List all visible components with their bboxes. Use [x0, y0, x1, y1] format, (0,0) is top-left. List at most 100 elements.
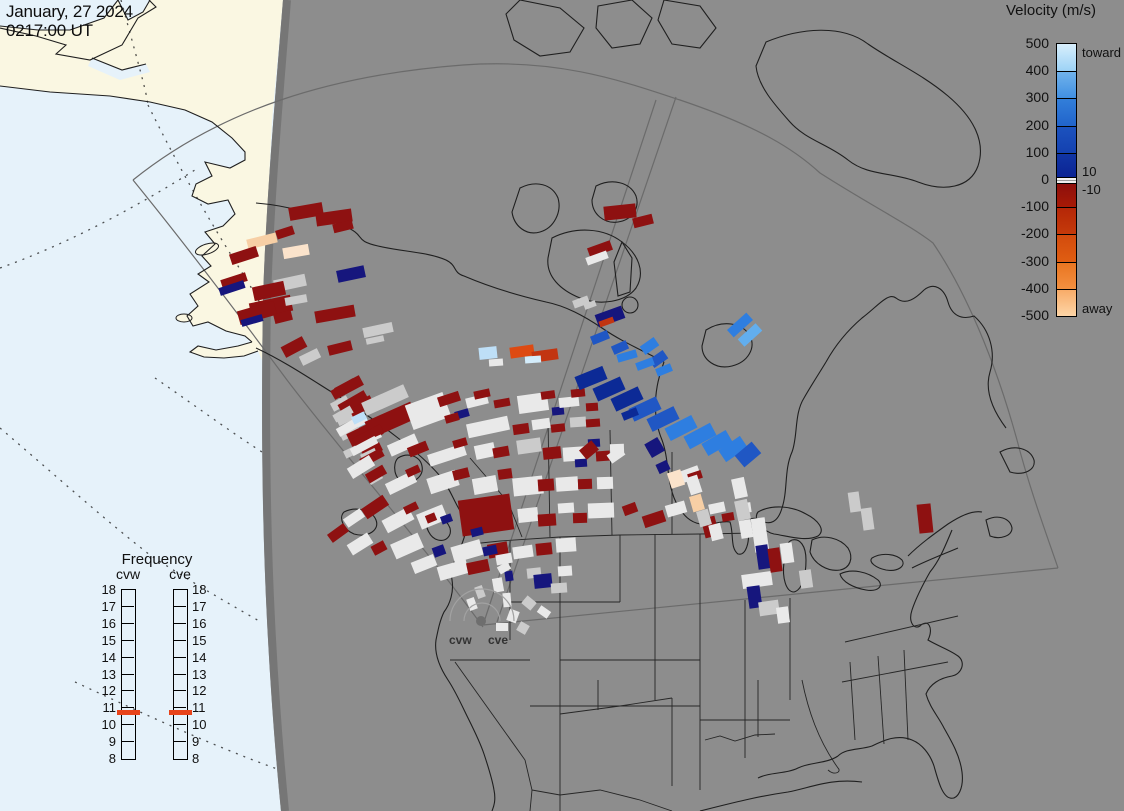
velocity-cell: [718, 435, 748, 463]
upper-threshold-label: 10: [1082, 164, 1097, 179]
radar-site-dot: [476, 616, 486, 626]
velocity-cell: [404, 464, 422, 478]
velocity-cell: [592, 376, 626, 402]
freq-rung: [121, 707, 134, 709]
velocity-cell: [218, 280, 246, 296]
near-range-arc: [463, 602, 501, 622]
night-shade: [262, 0, 1124, 811]
velocity-cell: [452, 467, 470, 481]
velocity-tick-label: -500: [1020, 307, 1049, 323]
velocity-cell: [246, 232, 278, 250]
velocity-cell: [734, 441, 762, 468]
velocity-tick-label: 300: [1025, 89, 1049, 106]
near-range-arc: [449, 588, 515, 622]
velocity-tick-label: 400: [1025, 62, 1049, 79]
velocity-cell: [350, 411, 368, 425]
velocity-colorbar-segment: [1057, 261, 1076, 289]
velocity-cell: [364, 464, 388, 484]
velocity-cell: [516, 391, 550, 415]
velocity-cell: [426, 469, 460, 495]
velocity-cell: [330, 378, 358, 400]
velocity-cell: [664, 414, 698, 442]
velocity-cell: [750, 517, 770, 553]
freq-tick-label: 10: [192, 717, 207, 733]
freq-tick-label: 17: [192, 598, 207, 614]
velocity-cell: [767, 547, 783, 573]
velocity-cell: [616, 349, 638, 363]
velocity-cell: [577, 478, 593, 490]
velocity-cell: [540, 390, 556, 400]
velocity-cell: [336, 265, 366, 283]
velocity-cell: [329, 395, 351, 412]
velocity-tick-label: 0: [1041, 171, 1049, 187]
velocity-cell: [491, 577, 505, 593]
velocity-cell: [521, 595, 537, 611]
freq-tick-label: 11: [102, 700, 117, 716]
velocity-cell: [436, 559, 470, 581]
velocity-cell: [531, 417, 551, 431]
velocity-cell: [537, 513, 557, 527]
velocity-cell: [275, 225, 295, 240]
velocity-cell: [314, 304, 356, 324]
velocity-cell: [386, 433, 420, 457]
freq-rung: [121, 724, 134, 726]
velocity-cell: [346, 455, 376, 479]
velocity-colorbar-tickline: [1057, 71, 1076, 73]
velocity-cell: [495, 552, 513, 566]
velocity-colorbar-segment: [1057, 98, 1076, 126]
velocity-cell: [860, 507, 875, 531]
site-label-cve: cve: [488, 633, 509, 647]
velocity-cell: [512, 544, 534, 560]
velocity-colorbar-segment: [1057, 125, 1076, 153]
velocity-cell: [579, 440, 599, 460]
velocity-cell: [466, 415, 510, 439]
velocity-cell: [427, 443, 467, 467]
velocity-cell: [557, 502, 575, 514]
velocity-cell: [798, 569, 814, 589]
freq-tick-label: 15: [101, 632, 116, 648]
velocity-cell: [349, 435, 379, 457]
velocity-cell: [496, 623, 508, 631]
velocity-cell: [517, 506, 539, 524]
freq-marker-cve: [168, 709, 192, 715]
velocity-cell: [251, 280, 287, 302]
freq-rung: [173, 741, 186, 743]
velocity-colorbar-tickline: [1057, 177, 1076, 179]
freq-tick-label: 17: [101, 598, 116, 614]
away-label: away: [1082, 301, 1113, 316]
velocity-cell: [536, 605, 552, 619]
velocity-colorbar-segment: [1057, 182, 1076, 208]
velocity-cell: [273, 309, 293, 325]
velocity-cell: [436, 390, 462, 408]
velocity-cell: [708, 501, 726, 515]
velocity-cell: [689, 493, 705, 513]
velocity-cell: [683, 422, 717, 450]
velocity-cell: [497, 468, 513, 480]
velocity-colorbar-segment: [1057, 207, 1076, 235]
velocity-cell: [596, 476, 614, 490]
velocity-cell: [533, 573, 553, 589]
velocity-cell: [572, 512, 588, 524]
coastlines: [0, 0, 1035, 811]
velocity-cell: [537, 478, 555, 492]
freq-rung: [121, 673, 134, 675]
velocity-cell: [402, 501, 420, 515]
velocity-cell: [639, 337, 660, 355]
velocity-colorbar-tickline: [1057, 261, 1076, 263]
freq-tick-label: 14: [192, 649, 207, 665]
velocity-cell: [558, 395, 580, 409]
velocity-cell: [632, 213, 654, 229]
velocity-cell: [641, 509, 667, 529]
velocity-colorbar-tickline: [1057, 234, 1076, 236]
freq-rung: [173, 622, 186, 624]
freq-tick-label: 10: [101, 717, 116, 733]
velocity-cell: [444, 412, 460, 424]
velocity-cell: [493, 397, 511, 409]
velocity-cell: [708, 522, 724, 542]
velocity-colorbar: [1056, 43, 1077, 317]
velocity-cell: [655, 363, 673, 377]
velocity-cell: [516, 621, 530, 635]
freq-rung: [121, 622, 134, 624]
velocity-cell: [280, 336, 308, 358]
velocity-cell: [603, 203, 637, 221]
